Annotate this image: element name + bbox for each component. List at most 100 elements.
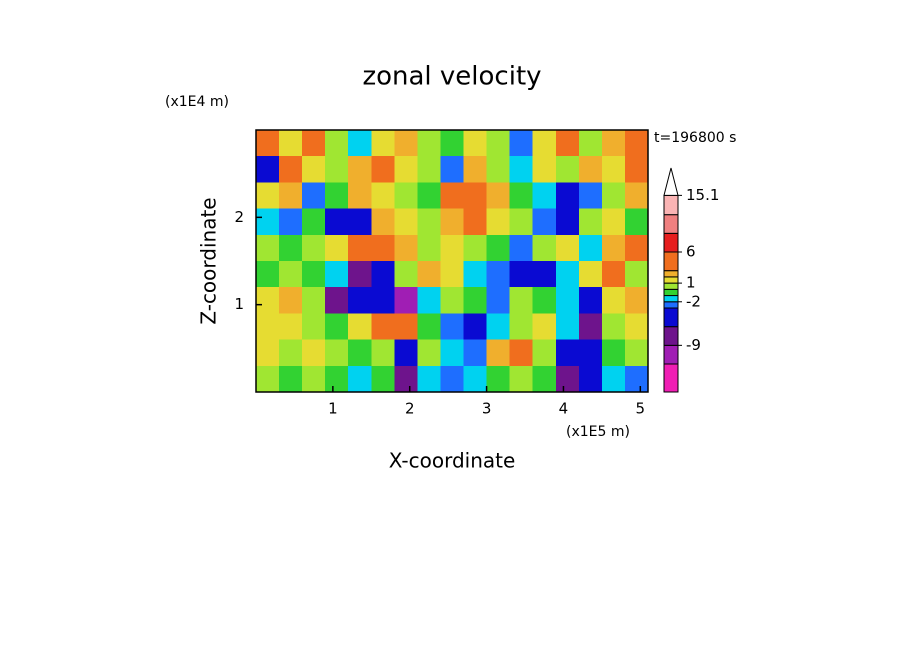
contour-cell [348, 339, 372, 367]
contour-cell [463, 156, 488, 183]
contour-cell [256, 208, 280, 236]
contour-cell [555, 339, 580, 367]
contour-cell [279, 182, 303, 210]
contour-cell [394, 234, 418, 262]
contour-cell [302, 208, 326, 236]
contour-cell [325, 365, 349, 393]
contour-cell [302, 182, 326, 210]
contour-cell [532, 287, 557, 314]
contour-cell [463, 130, 488, 157]
contour-cell [578, 339, 603, 367]
y-tick-label: 2 [234, 208, 244, 226]
x-tick-label: 4 [559, 400, 569, 418]
contour-cell [279, 261, 303, 288]
contour-cell [532, 339, 557, 367]
contour-cell [532, 234, 557, 262]
colorbar-bin [663, 344, 679, 365]
contour-cell [555, 365, 580, 393]
contour-cell [440, 182, 465, 210]
contour-cell [440, 208, 465, 236]
colorbar: 15.1 6 1-2 -9 [663, 167, 719, 393]
contour-cell [256, 234, 280, 262]
contour-cell [256, 182, 280, 210]
contour-cell [555, 182, 580, 210]
contour-cell [256, 365, 280, 393]
contour-cell [601, 287, 626, 314]
contour-cell [371, 208, 395, 236]
x-unit: (x1E5 m) [566, 424, 630, 440]
contour-cell [417, 261, 441, 288]
contour-cell [601, 365, 626, 393]
colorbar-label: 6 [686, 243, 696, 261]
contour-cell [371, 339, 395, 367]
contour-cell [325, 313, 349, 341]
contour-cell [417, 182, 441, 210]
x-axis-label: X-coordinate [389, 449, 516, 473]
contour-cell [371, 365, 395, 393]
contour-cell [394, 156, 418, 183]
contour-field [256, 130, 649, 393]
contour-cell [302, 365, 326, 393]
contour-cell [279, 234, 303, 262]
contour-cell [509, 182, 534, 210]
contour-cell [601, 130, 626, 157]
contour-cell [302, 234, 326, 262]
contour-cell [302, 156, 326, 183]
contour-cell [601, 156, 626, 183]
colorbar-bin [663, 282, 679, 290]
contour-cell [371, 313, 395, 341]
contour-cell [601, 313, 626, 341]
contour-cell [509, 208, 534, 236]
time-annotation: t=196800 s [654, 130, 736, 146]
contour-cell [302, 130, 326, 157]
colorbar-bin [663, 288, 679, 297]
colorbar-bin [663, 326, 679, 346]
contour-cell [325, 208, 349, 236]
contour-cell [578, 208, 603, 236]
contour-cell [256, 261, 280, 288]
contour-cell [279, 287, 303, 314]
contour-cell [624, 234, 649, 262]
contour-cell [394, 130, 418, 157]
contour-cell [532, 182, 557, 210]
contour-cell [279, 313, 303, 341]
contour-cell [440, 130, 465, 157]
contour-cell [325, 182, 349, 210]
contour-cell [256, 156, 280, 183]
contour-cell [601, 261, 626, 288]
colorbar-label: 1 [686, 274, 696, 292]
contour-cell [624, 156, 649, 183]
contour-cell [486, 365, 511, 393]
contour-cell [440, 339, 465, 367]
contour-cell [624, 287, 649, 314]
contour-cell [256, 339, 280, 367]
contour-cell [624, 182, 649, 210]
contour-cell [463, 208, 488, 236]
contour-cell [624, 313, 649, 341]
contour-cell [348, 234, 372, 262]
x-tick-label: 5 [636, 400, 646, 418]
contour-cell [463, 287, 488, 314]
contour-cell [394, 339, 418, 367]
contour-cell [578, 182, 603, 210]
contour-cell [256, 313, 280, 341]
colorbar-bin [663, 363, 679, 393]
contour-cell [394, 287, 418, 314]
contour-cell [302, 313, 326, 341]
contour-cell [440, 261, 465, 288]
contour-cell [601, 182, 626, 210]
contour-cell [555, 313, 580, 341]
x-tick-label: 3 [482, 400, 492, 418]
contour-cell [394, 261, 418, 288]
contour-cell [279, 365, 303, 393]
contour-cell [279, 339, 303, 367]
contour-cell [279, 208, 303, 236]
contour-cell [394, 208, 418, 236]
contour-cell [486, 182, 511, 210]
contour-cell [440, 313, 465, 341]
colorbar-bin [663, 295, 679, 303]
contour-cell [394, 182, 418, 210]
x-tick-label: 1 [328, 400, 338, 418]
contour-cell [371, 182, 395, 210]
